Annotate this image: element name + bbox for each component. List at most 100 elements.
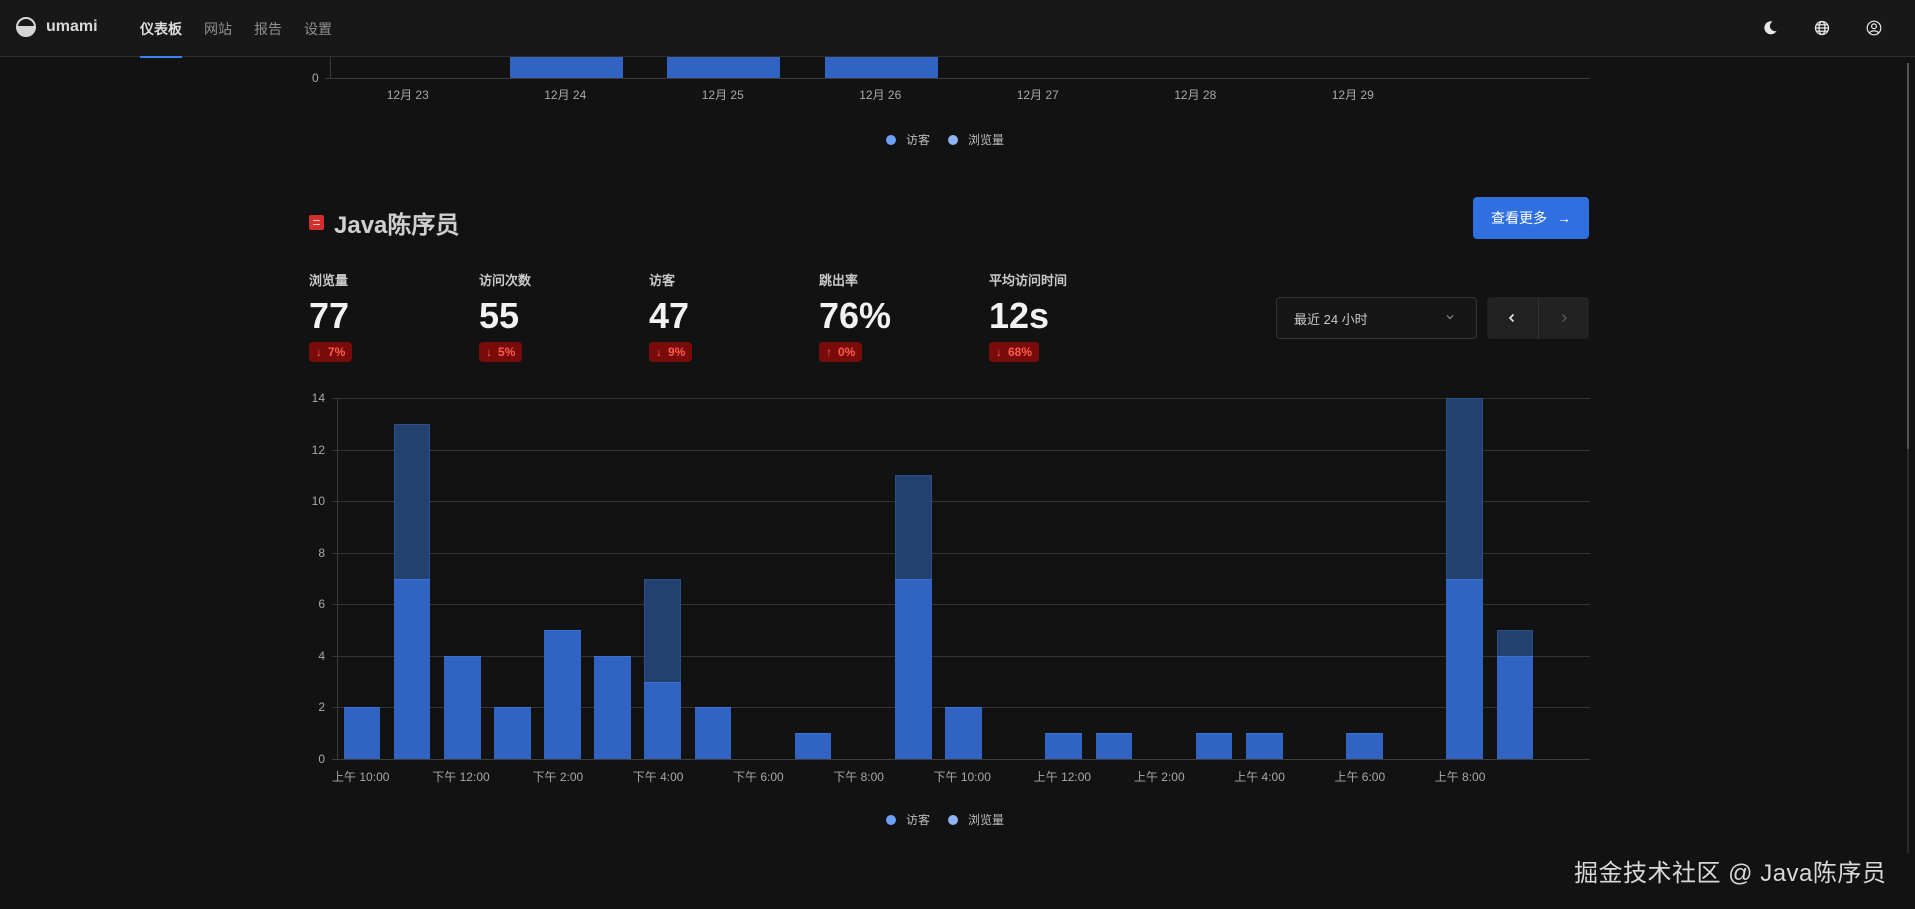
change-value: 9%	[668, 345, 686, 359]
pageviews-chart: 0 2 4 6 8 10 12 14 上午 10:00 下午 12:00 下午 2:00 下午 4:0…	[300, 385, 1600, 785]
x-tick-label: 12月 28	[1174, 88, 1217, 102]
metric-label: 访客	[649, 273, 676, 288]
nav-dashboard[interactable]: 仪表板	[140, 0, 182, 58]
main-nav: 仪表板 网站 报告 设置	[140, 0, 354, 58]
bar-visitors	[1446, 578, 1483, 759]
x-tick-label: 上午 8:00	[1434, 770, 1486, 784]
legend-dot	[948, 134, 959, 145]
bar-visitors	[444, 655, 481, 759]
legend-label: 浏览量	[968, 813, 1005, 827]
x-tick-label: 下午 10:00	[933, 770, 991, 784]
globe-icon	[1814, 20, 1830, 36]
umami-logo-icon	[16, 17, 36, 37]
previous-site-chart: 0 12月 23 12月 24 12月 25 12月 26 12月 27 12月 28 12月…	[300, 57, 1600, 157]
legend-dot	[948, 814, 959, 825]
legend-item-visitors[interactable]: 访客	[886, 131, 930, 148]
bar-visitors	[794, 733, 832, 759]
legend-dot	[886, 134, 896, 145]
bar-visitors	[945, 707, 982, 759]
nav-reports[interactable]: 报告	[254, 20, 282, 37]
x-tick-label: 12月 29	[1331, 88, 1374, 102]
arrow-down-icon: ↓	[996, 345, 1002, 359]
x-tick-label: 上午 2:00	[1133, 770, 1185, 784]
app-name: umami	[46, 18, 98, 35]
metric-change-badge: ↓ 68%	[989, 342, 1040, 362]
bar-visitors	[393, 578, 431, 759]
nav-websites[interactable]: 网站	[204, 20, 232, 37]
user-circle-icon	[1866, 20, 1882, 36]
next-range-button[interactable]	[1537, 297, 1590, 339]
bar-visitors	[1245, 733, 1283, 759]
bar-visitors	[544, 630, 581, 759]
metric-bounce-rate: 跳出率 76% ↑ 0%	[819, 270, 989, 362]
legend-item-views[interactable]: 浏览量	[948, 811, 1004, 828]
y-tick-label: 0	[318, 752, 325, 766]
x-tick-label: 下午 8:00	[833, 770, 884, 784]
arrow-down-icon: ↓	[656, 345, 662, 359]
metric-visits: 访问次数 55 ↓ 5%	[479, 270, 649, 362]
main-chart-legend: 访客 浏览量	[886, 811, 1004, 828]
metric-label: 访问次数	[479, 273, 532, 288]
top-navigation-bar: umami 仪表板 网站 报告 设置	[0, 0, 1915, 58]
x-tick-label: 下午 6:00	[733, 770, 784, 784]
gridline	[332, 398, 1590, 399]
x-tick-label: 上午 10:00	[332, 770, 390, 784]
arrow-down-icon: ↓	[316, 345, 322, 359]
bar-visitors	[1045, 733, 1083, 759]
bar-visitors	[343, 707, 381, 759]
date-pager	[1487, 297, 1589, 339]
top-actions	[1759, 17, 1885, 39]
profile-button[interactable]	[1863, 17, 1885, 39]
legend-item-visitors[interactable]: 访客	[886, 811, 930, 828]
date-range-value: 最近 24 小时	[1294, 311, 1368, 327]
date-range-select[interactable]: 最近 24 小时	[1276, 297, 1477, 339]
y-tick-label: 12	[311, 442, 325, 457]
page-scrollbar[interactable]	[1907, 63, 1909, 853]
bar-visitors	[895, 578, 932, 759]
y-tick-label: 8	[318, 545, 325, 560]
website-header: Java陈序员	[309, 205, 459, 240]
y-axis	[330, 57, 331, 78]
view-more-button[interactable]: 查看更多 →	[1473, 197, 1589, 239]
y-axis	[337, 398, 338, 759]
site-favicon-icon	[309, 215, 324, 230]
x-tick-label: 上午 6:00	[1334, 770, 1386, 784]
legend-dot	[886, 814, 896, 825]
theme-toggle-button[interactable]	[1759, 17, 1781, 39]
arrow-right-icon: →	[1557, 210, 1571, 226]
x-tick-label: 上午 4:00	[1234, 770, 1285, 784]
nav-settings[interactable]: 设置	[304, 20, 332, 37]
change-value: 5%	[498, 345, 516, 359]
legend-label: 访客	[906, 133, 931, 147]
legend-item-views[interactable]: 浏览量	[948, 131, 1004, 148]
y-tick-label: 4	[318, 648, 325, 663]
change-value: 7%	[328, 345, 346, 359]
chevron-left-icon	[1509, 313, 1515, 323]
scrollbar-thumb[interactable]	[1907, 63, 1909, 449]
x-tick-label: 上午 12:00	[1033, 770, 1092, 784]
bar-visitors	[1195, 733, 1233, 759]
gridline	[332, 655, 1590, 657]
app-logo[interactable]: umami	[16, 17, 98, 37]
x-tick-label: 下午 12:00	[432, 770, 490, 784]
metric-value: 47	[649, 295, 690, 336]
gridline	[332, 501, 1590, 503]
language-button[interactable]	[1811, 17, 1833, 39]
metric-avg-visit-time: 平均访问时间 12s ↓ 68%	[989, 270, 1159, 362]
bar-visitors	[667, 57, 781, 78]
bar-visitors	[1496, 655, 1534, 759]
website-name[interactable]: Java陈序员	[334, 212, 460, 239]
bar-visitors	[694, 707, 732, 759]
bar-visitors	[1346, 733, 1383, 759]
legend-label: 浏览量	[968, 133, 1005, 147]
y-tick-label: 0	[312, 71, 319, 85]
metric-change-badge: ↓ 7%	[309, 342, 353, 362]
change-value: 0%	[838, 345, 856, 359]
bar-visitors	[509, 57, 623, 78]
y-tick-label: 14	[311, 391, 325, 405]
metric-change-badge: ↓ 9%	[649, 342, 693, 362]
watermark: 掘金技术社区 @ Java陈序员	[1574, 860, 1887, 887]
bar-visitors	[594, 655, 631, 759]
x-tick-label: 12月 24	[544, 88, 587, 102]
previous-range-button[interactable]	[1487, 297, 1538, 339]
